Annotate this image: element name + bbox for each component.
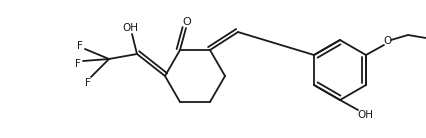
Text: F: F (85, 78, 91, 88)
Text: OH: OH (122, 23, 138, 33)
Text: O: O (182, 17, 191, 27)
Text: F: F (75, 59, 81, 69)
Text: O: O (383, 36, 391, 46)
Text: OH: OH (356, 110, 372, 120)
Text: F: F (77, 41, 83, 51)
